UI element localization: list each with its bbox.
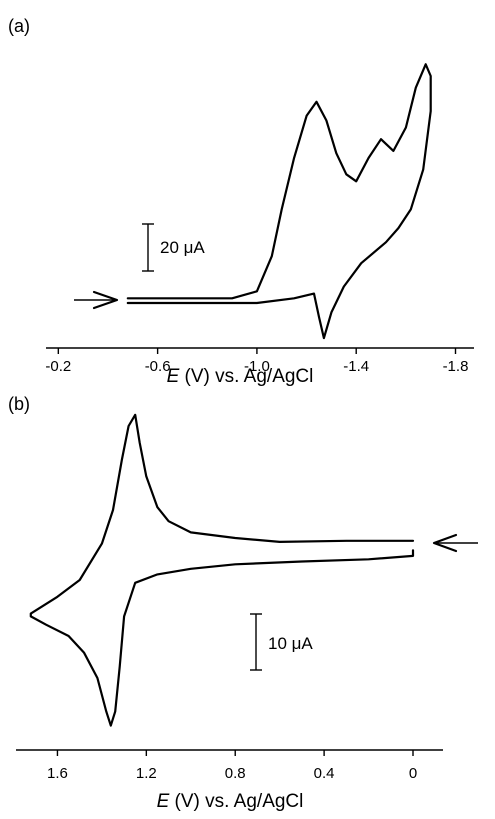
x-axis-title-b: E (V) vs. Ag/AgCl (157, 791, 304, 812)
scan-direction-arrow-a (74, 292, 117, 308)
panel-a: (a) -0.2 -0.6 -1.0 -1.4 -1.8 E (V) vs. Ag/Ag… (8, 16, 474, 387)
panel-label-b: (b) (8, 394, 30, 414)
voltammogram-a (128, 64, 431, 338)
x-tick-label-a: -0.2 (45, 358, 71, 375)
voltammogram-trace-a (128, 64, 431, 338)
scale-bar-a: 20 μA (142, 224, 205, 271)
scan-direction-arrow-b (434, 535, 478, 551)
voltammogram-trace-b (31, 415, 413, 726)
x-axis-title-text-b: (V) vs. Ag/AgCl (169, 791, 303, 812)
voltammogram-b (31, 415, 413, 726)
scale-bar-label-a: 20 μA (160, 238, 205, 257)
x-tick-label-b: 0 (409, 765, 417, 782)
x-axis-title-text-a: (V) vs. Ag/AgCl (179, 366, 313, 387)
x-tick-label-b: 0.4 (314, 765, 335, 782)
panel-label-a: (a) (8, 16, 30, 36)
panel-b: (b) 1.6 1.2 0.8 0.4 0 E (V) vs. Ag/AgCl 10 μ… (8, 394, 478, 812)
x-axis-title-symbol-a: E (167, 366, 180, 387)
x-axis-ticks-b: 1.6 1.2 0.8 0.4 0 (47, 750, 417, 782)
scale-bar-b: 10 μA (250, 614, 313, 670)
x-axis-title-symbol-b: E (157, 791, 170, 812)
scale-bar-label-b: 10 μA (268, 634, 313, 653)
x-tick-label-a: -1.8 (443, 358, 469, 375)
x-tick-label-b: 1.2 (136, 765, 157, 782)
x-tick-label-a: -1.4 (343, 358, 369, 375)
x-axis-title-a: E (V) vs. Ag/AgCl (167, 366, 314, 387)
x-tick-label-b: 1.6 (47, 765, 68, 782)
x-tick-label-b: 0.8 (225, 765, 246, 782)
